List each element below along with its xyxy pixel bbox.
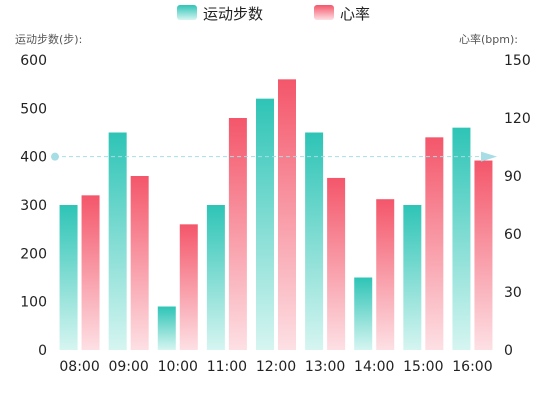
bar-heart-rate: [179, 224, 198, 350]
bar-heart-rate: [327, 177, 346, 350]
x-tick-label: 16:00: [452, 359, 492, 375]
left-tick-label: 300: [20, 198, 47, 214]
left-tick-label: 200: [20, 246, 47, 262]
left-axis-ticks: 0 100 200 300 400 500 600: [20, 53, 47, 359]
left-tick-label: 400: [20, 150, 47, 166]
bar-steps: [108, 132, 127, 350]
bar-heart-rate: [228, 118, 247, 350]
bar-steps: [59, 205, 78, 350]
x-tick-label: 09:00: [108, 359, 148, 375]
left-tick-label: 500: [20, 101, 47, 117]
legend-swatch-heart-rate[interactable]: [314, 5, 334, 20]
x-tick-label: 13:00: [305, 359, 345, 375]
left-tick-label: 600: [20, 53, 47, 69]
x-tick-label: 15:00: [403, 359, 443, 375]
right-tick-label: 0: [504, 343, 513, 359]
x-axis-ticks: 08:00 09:00 10:00 11:00 12:00 13:00 14:00 15:00…: [59, 359, 492, 375]
legend[interactable]: 运动步数 心率: [177, 5, 370, 23]
reference-line-arrow: [481, 151, 497, 162]
bar-heart-rate: [81, 195, 100, 350]
bar-heart-rate: [130, 176, 149, 350]
right-axis-ticks: 0 30 60 90 120 150: [504, 53, 531, 359]
bar-steps: [354, 277, 373, 350]
bar-steps: [452, 127, 471, 351]
right-tick-label: 60: [504, 227, 522, 243]
x-tick-label: 14:00: [354, 359, 394, 375]
legend-label-heart-rate[interactable]: 心率: [340, 5, 370, 23]
x-tick-label: 10:00: [158, 359, 198, 375]
left-tick-label: 0: [38, 343, 47, 359]
bar-heart-rate: [278, 79, 296, 350]
bar-steps: [305, 132, 324, 350]
legend-swatch-steps[interactable]: [177, 5, 197, 20]
reference-line: [51, 151, 497, 162]
right-axis-label: 心率(bpm):: [459, 32, 518, 46]
bar-heart-rate: [474, 160, 493, 350]
x-tick-label: 08:00: [59, 359, 99, 375]
bar-steps: [403, 205, 422, 350]
right-tick-label: 120: [504, 111, 531, 127]
left-tick-label: 100: [20, 295, 47, 311]
bar-steps: [256, 98, 274, 351]
right-tick-label: 90: [504, 169, 522, 185]
legend-item-heart-rate[interactable]: 心率: [314, 5, 370, 23]
x-tick-label: 11:00: [207, 359, 247, 375]
legend-item-steps[interactable]: 运动步数: [177, 5, 263, 23]
bar-heart-rate: [425, 137, 444, 350]
right-tick-label: 150: [504, 53, 531, 69]
left-axis-label: 运动步数(步):: [15, 33, 82, 46]
legend-label-steps[interactable]: 运动步数: [203, 5, 263, 23]
right-tick-label: 30: [504, 285, 522, 301]
bar-steps: [206, 205, 225, 350]
bar-steps: [157, 306, 176, 350]
x-tick-label: 12:00: [256, 359, 296, 375]
bar-heart-rate: [376, 199, 395, 350]
bars: [59, 79, 493, 351]
